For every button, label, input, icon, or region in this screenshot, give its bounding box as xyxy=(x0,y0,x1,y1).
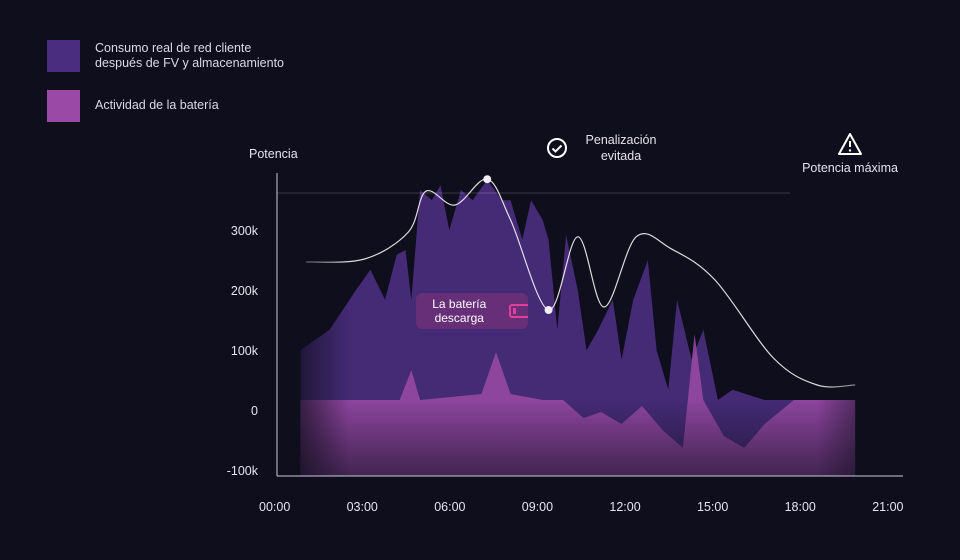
battery-discharge-label: La batería descarga xyxy=(432,297,487,325)
x-tick-label: 09:00 xyxy=(521,500,554,514)
legend-item-consumption[interactable]: Consumo real de red cliente después de F… xyxy=(47,40,285,72)
power-line xyxy=(306,178,856,388)
legend-label: Consumo real de red cliente después de F… xyxy=(95,41,284,70)
battery-low-icon xyxy=(508,304,528,318)
max-power-label: Potencia máxima xyxy=(802,161,898,175)
x-tick-label: 18:00 xyxy=(784,500,816,514)
y-tick-label: 100k xyxy=(230,344,258,358)
y-tick-label: 0 xyxy=(251,404,258,418)
legend-swatch xyxy=(47,90,80,122)
max-power-annotation: Potencia máxima xyxy=(790,132,910,176)
x-tick-label: 21:00 xyxy=(872,500,904,514)
y-tick-label: -100k xyxy=(226,464,258,478)
legend-swatch xyxy=(47,40,80,72)
check-circle-icon xyxy=(547,138,567,158)
x-tick-label: 00:00 xyxy=(259,500,291,514)
y-tick-label: 300k xyxy=(230,224,258,238)
x-tick-label: 06:00 xyxy=(434,500,466,514)
x-tick-label: 15:00 xyxy=(697,500,729,514)
y-tick-label: 200k xyxy=(230,284,258,298)
warning-triangle-icon xyxy=(838,133,862,155)
x-tick-label: 12:00 xyxy=(609,500,641,514)
x-tick-label: 03:00 xyxy=(346,500,378,514)
battery-discharge-tooltip: La batería descarga xyxy=(416,293,528,329)
line-marker xyxy=(483,175,492,184)
legend-label: Actividad de la batería xyxy=(95,98,219,112)
line-marker xyxy=(544,306,553,314)
y-axis-label: Potencia xyxy=(249,147,298,161)
legend-item-battery[interactable]: Actividad de la batería xyxy=(47,90,285,122)
penalty-label: Penalización evitada xyxy=(585,133,657,163)
penalty-avoided-annotation: Penalización evitada xyxy=(546,132,666,164)
